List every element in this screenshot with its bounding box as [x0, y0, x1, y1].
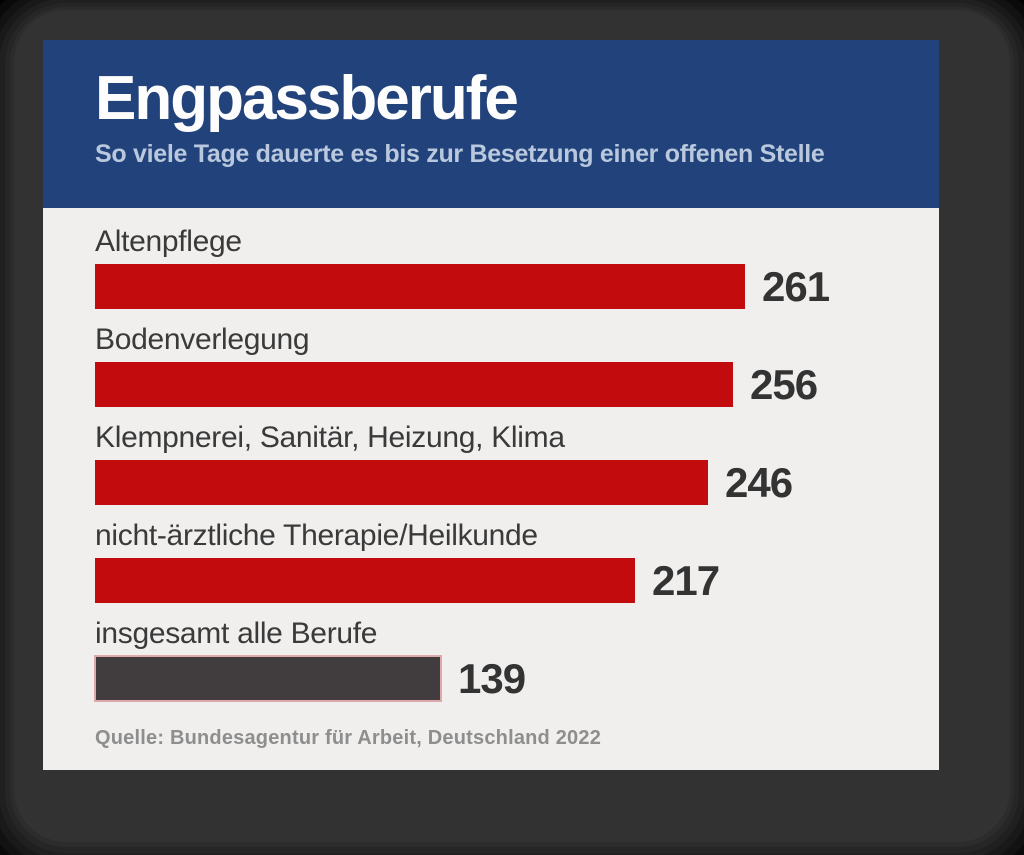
bar-value: 246: [725, 458, 793, 506]
source-note: Quelle: Bundesagentur für Arbeit, Deutsc…: [95, 727, 602, 749]
bar-line: 217: [95, 556, 919, 604]
bar: [95, 264, 745, 309]
bar-value: 217: [652, 556, 720, 604]
rounded-dark-frame: Engpassberufe So viele Tage dauerte es b…: [14, 10, 1010, 842]
bar-line: 256: [95, 360, 919, 408]
bar: [95, 558, 635, 603]
bar-line: 246: [95, 458, 919, 506]
bar-value: 256: [750, 360, 818, 408]
bar-line: 139: [94, 654, 919, 702]
chart-header: Engpassberufe So viele Tage dauerte es b…: [43, 40, 939, 208]
chart-subtitle: So viele Tage dauerte es bis zur Besetzu…: [95, 140, 825, 169]
bar: [95, 460, 708, 505]
bar-line: 261: [95, 262, 919, 310]
bar-label: Altenpflege: [95, 225, 242, 258]
bar: [94, 655, 442, 702]
chart-row: Bodenverlegung 256: [95, 321, 919, 408]
chart-rows: Altenpflege 261 Bodenverlegung 256 Klempnere…: [94, 223, 919, 702]
bar: [95, 362, 733, 407]
bar-value: 261: [762, 262, 830, 310]
bar-label: insgesamt alle Berufe: [95, 617, 378, 650]
bar-value: 139: [458, 654, 526, 702]
chart-row: insgesamt alle Berufe 139: [94, 615, 919, 702]
infographic-card: Engpassberufe So viele Tage dauerte es b…: [43, 40, 939, 770]
bar-label: nicht-ärztliche Therapie/Heilkunde: [95, 519, 538, 552]
chart-row: nicht-ärztliche Therapie/Heilkunde 217: [95, 517, 919, 604]
bar-label: Bodenverlegung: [95, 323, 310, 356]
bar-label: Klempnerei, Sanitär, Heizung, Klima: [95, 421, 565, 454]
chart-title: Engpassberufe: [95, 64, 519, 133]
bar-chart: Altenpflege 261 Bodenverlegung 256 Klempnere…: [43, 208, 939, 750]
chart-row: Altenpflege 261: [95, 223, 919, 310]
chart-row: Klempnerei, Sanitär, Heizung, Klima 246: [95, 419, 919, 506]
